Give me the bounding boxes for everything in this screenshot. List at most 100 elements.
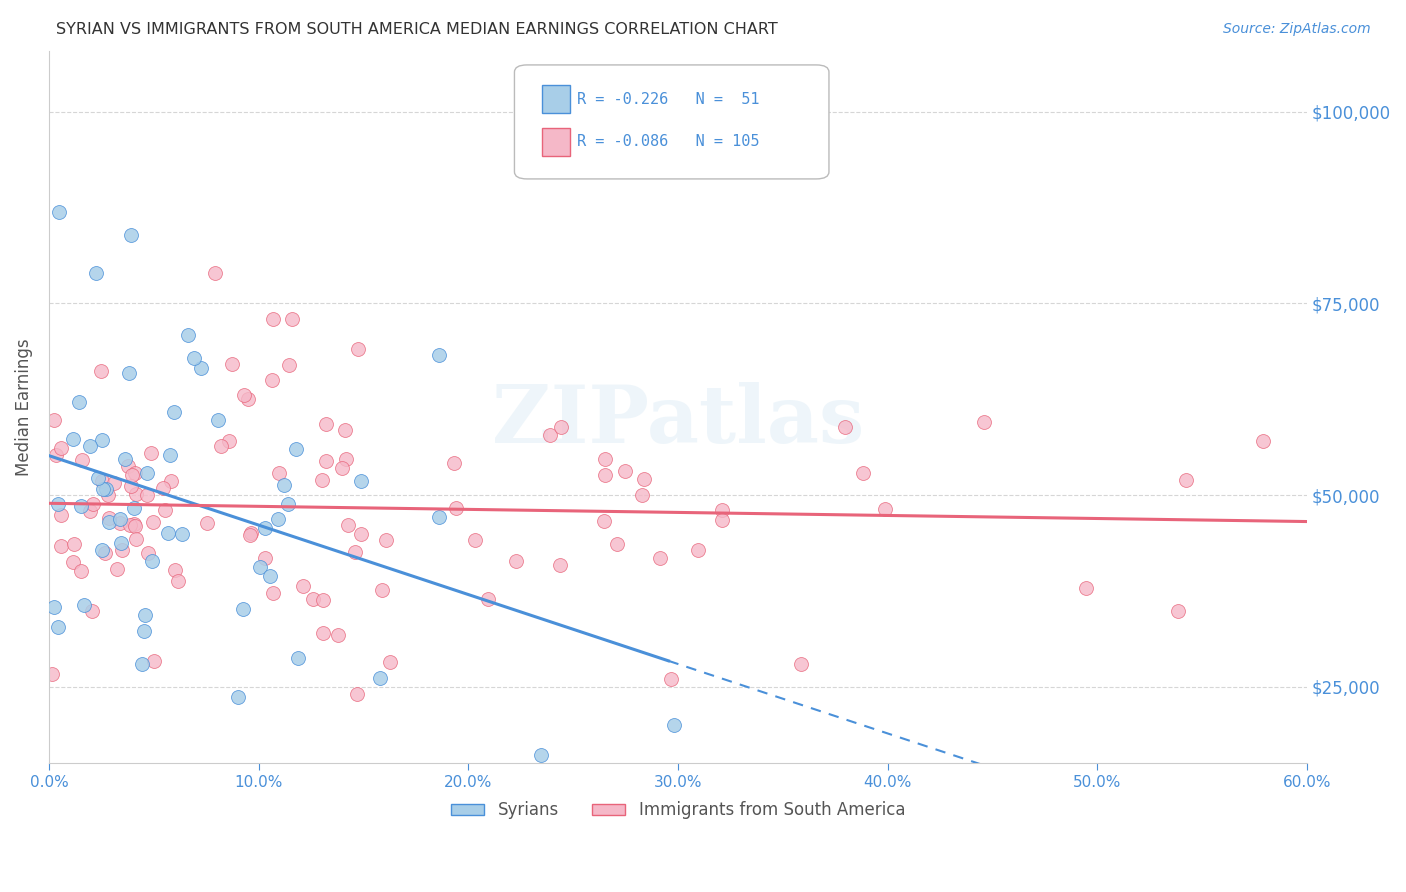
Point	[606, 537, 628, 551]
FancyBboxPatch shape	[543, 85, 569, 113]
Point	[41, 667, 63, 681]
Point	[262, 311, 284, 326]
Point	[110, 536, 132, 550]
Point	[124, 519, 146, 533]
Point	[239, 528, 262, 542]
Point	[142, 515, 165, 529]
Point	[96, 483, 118, 497]
Point	[427, 510, 450, 524]
Point	[125, 532, 148, 546]
Point	[249, 560, 271, 574]
Point	[103, 476, 125, 491]
Point	[350, 526, 373, 541]
Point	[550, 419, 572, 434]
Point	[633, 472, 655, 486]
Point	[49, 539, 72, 553]
Point	[131, 657, 153, 672]
Point	[183, 351, 205, 365]
Point	[346, 343, 368, 357]
Point	[44, 413, 66, 427]
Point	[120, 517, 142, 532]
Point	[444, 500, 467, 515]
Text: ZIPatlas: ZIPatlas	[492, 382, 865, 460]
Point	[311, 592, 333, 607]
Point	[167, 574, 190, 589]
Point	[375, 533, 398, 548]
Point	[135, 466, 157, 480]
Text: R = -0.086   N = 105: R = -0.086 N = 105	[578, 135, 759, 149]
Point	[291, 579, 314, 593]
Point	[73, 599, 96, 613]
Point	[330, 460, 353, 475]
Point	[124, 466, 146, 480]
Point	[190, 361, 212, 376]
Point	[226, 690, 249, 705]
Point	[593, 468, 616, 483]
Point	[209, 439, 232, 453]
Point	[84, 266, 107, 280]
Point	[170, 527, 193, 541]
Point	[204, 266, 226, 280]
Point	[141, 554, 163, 568]
Point	[108, 516, 131, 530]
Point	[122, 500, 145, 515]
Point	[207, 413, 229, 427]
Point	[42, 600, 65, 615]
Point	[91, 543, 114, 558]
Point	[70, 564, 93, 578]
Point	[349, 474, 371, 488]
Point	[337, 518, 360, 533]
Point	[143, 654, 166, 668]
Point	[378, 656, 401, 670]
Point	[852, 467, 875, 481]
Point	[302, 592, 325, 607]
Point	[315, 454, 337, 468]
Point	[711, 513, 734, 527]
Point	[875, 502, 897, 516]
Point	[125, 487, 148, 501]
Point	[315, 417, 337, 431]
Point	[48, 619, 70, 633]
Point	[90, 475, 112, 489]
Point	[1174, 473, 1197, 487]
Point	[122, 517, 145, 532]
Point	[333, 423, 356, 437]
Point	[97, 515, 120, 529]
Point	[529, 748, 551, 763]
Point	[260, 373, 283, 387]
Point	[97, 488, 120, 502]
Point	[221, 357, 243, 371]
Point	[273, 477, 295, 491]
Point	[195, 516, 218, 530]
Point	[218, 434, 240, 448]
Point	[505, 554, 527, 568]
Text: Source: ZipAtlas.com: Source: ZipAtlas.com	[1223, 22, 1371, 37]
Point	[664, 718, 686, 732]
Point	[79, 439, 101, 453]
Point	[790, 657, 813, 671]
Point	[368, 671, 391, 685]
Text: SYRIAN VS IMMIGRANTS FROM SOUTH AMERICA MEDIAN EARNINGS CORRELATION CHART: SYRIAN VS IMMIGRANTS FROM SOUTH AMERICA …	[56, 22, 778, 37]
Point	[278, 358, 301, 372]
Point	[710, 503, 733, 517]
Point	[105, 562, 128, 576]
Point	[335, 451, 357, 466]
Point	[82, 497, 104, 511]
Point	[427, 348, 450, 362]
Y-axis label: Median Earnings: Median Earnings	[15, 338, 32, 475]
Point	[238, 392, 260, 406]
Point	[108, 512, 131, 526]
Point	[267, 512, 290, 526]
Point	[326, 628, 349, 642]
Point	[49, 508, 72, 522]
Point	[477, 591, 499, 606]
Point	[46, 497, 69, 511]
Point	[312, 625, 335, 640]
Point	[94, 546, 117, 560]
Text: R = -0.226   N =  51: R = -0.226 N = 51	[578, 92, 759, 107]
Point	[45, 448, 67, 462]
Point	[120, 227, 142, 242]
Point	[287, 651, 309, 665]
Point	[630, 488, 652, 502]
Point	[1167, 603, 1189, 617]
